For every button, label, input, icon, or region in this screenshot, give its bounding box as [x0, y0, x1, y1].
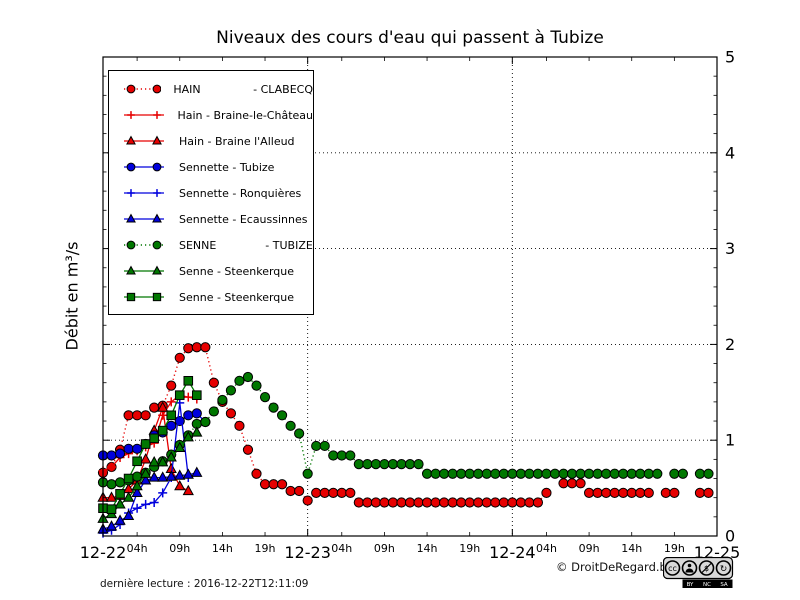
- x-hour-label: 14h: [417, 542, 438, 555]
- cc-glyph: cc: [668, 564, 677, 573]
- legend-item: Sennette - Ronquières: [109, 180, 313, 206]
- x-day-label: 12-23: [284, 543, 331, 562]
- legend-label: Hain - Braine l'Alleud: [179, 134, 295, 148]
- by-icon: [681, 560, 698, 576]
- x-hour-label: 04h: [127, 542, 148, 555]
- cc-strip-label: BY: [687, 582, 694, 588]
- x-day-label: 12-24: [489, 543, 536, 562]
- cc-icon: [664, 560, 681, 576]
- y-tick-label: 0: [725, 527, 735, 546]
- series: [97, 342, 714, 538]
- legend-item: Hain - Braine l'Alleud: [109, 128, 313, 154]
- legend-label: Sennette - Ronquières: [179, 186, 302, 200]
- sa-icon: [715, 560, 732, 576]
- legend-item: Hain - Braine-le-Château: [109, 102, 313, 128]
- x-day-label: 12-22: [80, 543, 127, 562]
- legend-label: Senne - Steenkerque: [179, 290, 295, 304]
- legend-label: Sennette - Tubize: [179, 160, 275, 174]
- x-hour-label: 14h: [212, 542, 233, 555]
- x-hour-label: 09h: [374, 542, 395, 555]
- y-tick-label: 4: [725, 143, 735, 162]
- x-hour-label: 14h: [621, 542, 642, 555]
- plot-frame: [102, 56, 718, 537]
- cc-strip-label: NC: [703, 582, 711, 588]
- x-hour-label: 04h: [331, 542, 352, 555]
- x-hour-label: 04h: [536, 542, 557, 555]
- triangle-marker-sample: [124, 213, 164, 223]
- square-marker-sample: [124, 292, 164, 302]
- y-tick-label: 2: [725, 335, 735, 354]
- legend-item: HAIN - CLABECQ: [109, 76, 313, 102]
- copyright-text: © DroitDeRegard.be: [556, 560, 674, 574]
- series-6: [97, 371, 714, 490]
- circle-marker-sample: [124, 240, 164, 250]
- cc-strip-label: SA: [720, 582, 728, 588]
- legend-item: Senne - Steenkerque: [109, 284, 313, 310]
- x-hour-label: 19h: [255, 542, 276, 555]
- footer-timestamps: dernière lecture : 2016-12-22T12:11:09 d…: [100, 556, 308, 600]
- series-8: [98, 376, 202, 514]
- y-tick-label: 1: [725, 431, 735, 450]
- legend: HAIN - CLABECQ Hain - Braine-le-Château Ha…: [108, 70, 314, 315]
- legend-item: SENNE - TUBIZE: [109, 232, 313, 258]
- y-tick-label: 3: [725, 239, 735, 258]
- series-5: [97, 466, 203, 534]
- legend-item: Senne - Steenkerque: [109, 258, 313, 284]
- x-hour-label: 19h: [664, 542, 685, 555]
- legend-item: Sennette - Tubize: [109, 154, 313, 180]
- legend-label: Hain - Braine-le-Château: [177, 108, 313, 122]
- x-hour-label: 09h: [169, 542, 190, 555]
- circle-marker-sample: [124, 84, 162, 94]
- legend-item: Sennette - Ecaussinnes: [109, 206, 313, 232]
- plus-marker-sample: [124, 189, 164, 197]
- x-hour-label: 19h: [459, 542, 480, 555]
- plus-marker-sample: [124, 111, 164, 119]
- circle-marker-sample: [124, 162, 164, 172]
- triangle-marker-sample: [124, 135, 164, 145]
- y-tick-label: 5: [725, 48, 735, 67]
- legend-label: SENNE - TUBIZE: [179, 238, 313, 252]
- triangle-marker-sample: [124, 265, 164, 275]
- legend-label: Senne - Steenkerque: [179, 264, 295, 278]
- last-reading-text: dernière lecture : 2016-12-22T12:11:09: [100, 578, 309, 590]
- nc-icon: [698, 560, 715, 576]
- chart-title: Niveaux des cours d'eau qui passent à Tu…: [216, 28, 604, 48]
- series-0: [97, 342, 714, 508]
- x-hour-label: 09h: [579, 542, 600, 555]
- cc-badge-strip: [682, 579, 733, 588]
- legend-label: HAIN - CLABECQ: [173, 82, 313, 96]
- sa-glyph: ↻: [720, 565, 728, 575]
- legend-label: Sennette - Ecaussinnes: [179, 212, 308, 226]
